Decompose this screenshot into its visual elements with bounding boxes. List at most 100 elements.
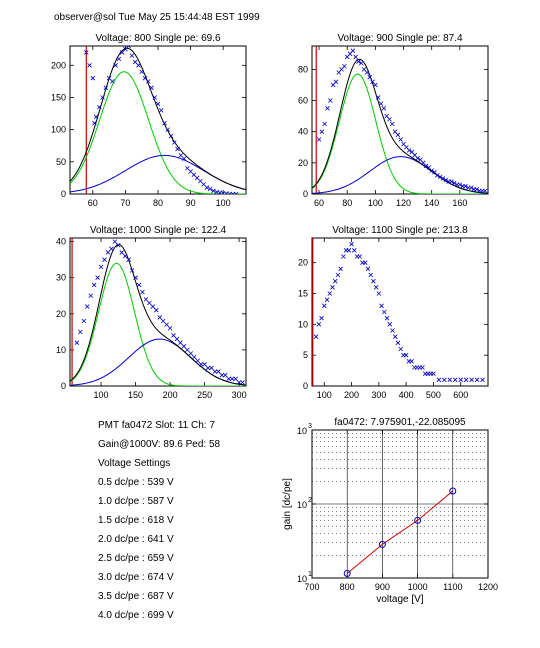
- data-point: [415, 155, 420, 161]
- total-fit-curve: [70, 47, 246, 191]
- chart-title: fa0472: 7.975901,-22.085095: [334, 417, 466, 428]
- data-point: [155, 101, 161, 107]
- x-tick-label: 80: [342, 198, 352, 208]
- data-point: [233, 191, 239, 194]
- plot-area: [70, 238, 246, 386]
- data-point: [90, 75, 96, 81]
- y-tick-label: 10: [297, 500, 307, 510]
- x-tick-label: 250: [197, 390, 212, 400]
- data-point: [88, 293, 93, 299]
- plot-area: [312, 46, 488, 194]
- data-point: [358, 60, 364, 66]
- data-point: [126, 257, 131, 262]
- data-point: [98, 264, 104, 270]
- y-tick-label: 20: [298, 158, 308, 168]
- data-point: [469, 377, 474, 383]
- data-point: [129, 268, 135, 273]
- data-point: [451, 180, 457, 186]
- y-tick-label: 100: [51, 125, 66, 135]
- data-point: [316, 322, 322, 327]
- axes-box: [69, 237, 247, 387]
- info-line: 2.0 dc/pe : 641 V: [98, 534, 174, 545]
- data-point: [230, 191, 236, 194]
- y-tick-label: 40: [298, 127, 308, 137]
- data-point: [198, 362, 204, 367]
- data-point: [204, 185, 210, 190]
- data-point: [371, 278, 376, 284]
- data-point: [390, 328, 395, 333]
- data-point: [78, 329, 83, 335]
- y-tick-label: 200: [51, 60, 66, 70]
- data-point: [447, 377, 453, 383]
- total-fit-curve: [312, 58, 488, 194]
- x-tick-label: 90: [186, 198, 196, 208]
- data-point: [387, 322, 393, 327]
- gain-point: [378, 540, 386, 548]
- data-point: [352, 248, 357, 253]
- y-tick-label: 30: [56, 273, 66, 283]
- data-point: [423, 163, 429, 169]
- y-tick-label: 20: [56, 309, 66, 319]
- data-point: [398, 137, 403, 142]
- info-line: Gain@1000V: 89.6 Ped: 58: [98, 439, 221, 450]
- chart-title: Voltage: 800 Single pe: 69.6: [95, 33, 221, 44]
- data-point: [435, 173, 440, 178]
- axes-box: [311, 45, 489, 195]
- y-tick-exponent: 2: [308, 497, 312, 504]
- data-point: [367, 74, 373, 80]
- chart-panel-2: Voltage: 900 Single pe: 87.4 60 80 100 120 14…: [298, 33, 489, 208]
- data-point: [468, 185, 474, 191]
- chart-title: Voltage: 900 Single pe: 87.4: [337, 33, 463, 44]
- y-tick-label: 0: [303, 381, 308, 391]
- data-point: [395, 340, 401, 346]
- x-tick-label: 600: [453, 390, 468, 400]
- y-tick-exponent: 3: [308, 423, 312, 430]
- single-pe-curve: [312, 73, 488, 194]
- y-tick-label: 5: [303, 350, 308, 360]
- data-point: [209, 365, 214, 371]
- data-point: [382, 309, 387, 315]
- data-point: [220, 191, 226, 194]
- data-point: [122, 253, 128, 259]
- chart-panel-1: Voltage: 800 Single pe: 69.6 60 70 80 90 100 0…: [51, 33, 247, 208]
- x-tick-label: 80: [153, 198, 163, 208]
- data-point: [316, 137, 322, 142]
- data-point: [112, 239, 118, 244]
- y-tick-label: 150: [51, 92, 66, 102]
- data-point: [157, 315, 163, 320]
- data-point: [174, 336, 180, 342]
- data-point: [440, 176, 446, 181]
- data-point: [150, 304, 156, 309]
- data-point: [164, 322, 169, 327]
- data-point: [349, 241, 354, 247]
- x-tick-label: 400: [399, 390, 414, 400]
- plot-area: [70, 46, 246, 194]
- data-point: [341, 254, 346, 259]
- y-tick-label: 0: [303, 189, 308, 199]
- x-tick-label: 60: [314, 198, 324, 208]
- info-line: 4.0 dc/pe : 699 V: [98, 610, 174, 621]
- data-point: [362, 260, 368, 265]
- data-point: [240, 380, 245, 385]
- chart-title: Voltage: 1100 Single pe: 213.8: [332, 225, 468, 236]
- data-point: [335, 272, 341, 278]
- data-point: [168, 133, 174, 139]
- data-point: [212, 369, 218, 374]
- data-point: [97, 104, 102, 110]
- data-point: [102, 257, 107, 262]
- x-tick-label: 1200: [478, 582, 498, 592]
- data-point: [81, 318, 87, 324]
- x-tick-label: 500: [426, 390, 441, 400]
- data-point: [103, 85, 109, 91]
- axes-box: [311, 237, 489, 387]
- data-point: [431, 371, 436, 376]
- data-point: [480, 377, 485, 383]
- x-tick-label: 160: [452, 198, 467, 208]
- y-tick-label: 15: [298, 289, 308, 299]
- data-point: [452, 377, 458, 383]
- y-tick-label: 20: [298, 258, 308, 268]
- data-point: [378, 101, 384, 106]
- data-point: [113, 63, 118, 68]
- info-line: 1.5 dc/pe : 618 V: [98, 515, 174, 526]
